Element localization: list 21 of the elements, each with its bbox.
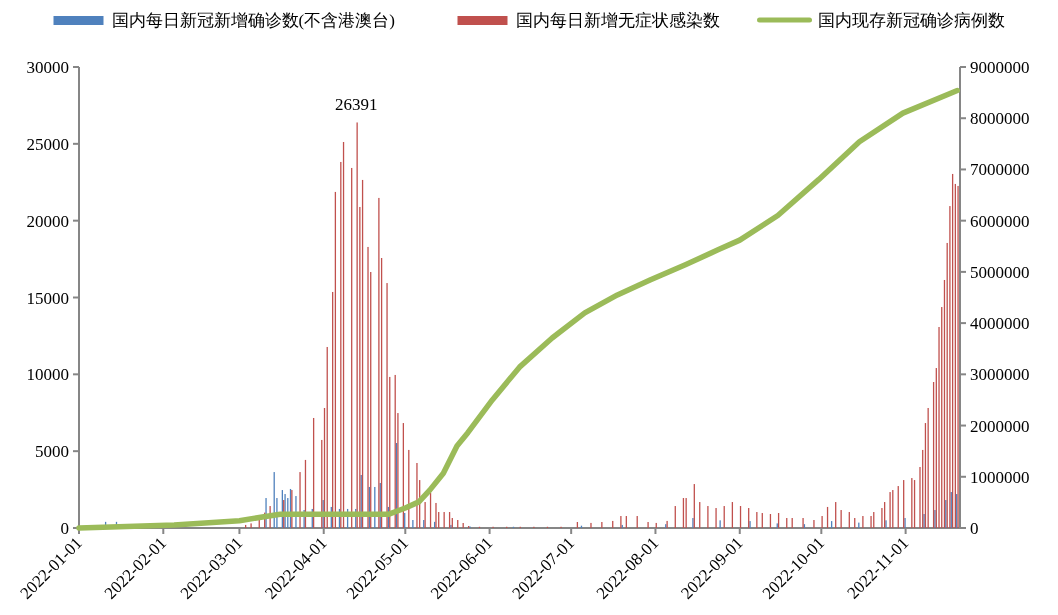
y2-tick-label: 6000000: [970, 211, 1030, 231]
y2-tick-label: 1000000: [970, 467, 1030, 487]
y2-tick-label: 8000000: [970, 109, 1030, 129]
legend-label: 国内每日新冠新增确诊数(不含港澳台): [111, 11, 395, 30]
y2-tick-label: 9000000: [970, 58, 1030, 77]
legend-label: 国内现存新冠确诊病例数: [817, 11, 1005, 30]
y2-tick-label: 7000000: [970, 160, 1030, 180]
legend-label: 国内每日新增无症状感染数: [515, 11, 720, 30]
y-tick-label: 10000: [26, 365, 69, 385]
y-tick-label: 15000: [26, 288, 69, 308]
y-tick-label: 25000: [26, 134, 69, 154]
y2-tick-label: 5000000: [970, 262, 1030, 282]
y2-tick-label: 3000000: [970, 365, 1030, 385]
y2-tick-label: 4000000: [970, 314, 1030, 334]
y-tick-label: 5000: [35, 442, 69, 462]
annotation: 26391: [335, 95, 378, 115]
y-tick-label: 30000: [26, 58, 69, 77]
y-tick-label: 0: [60, 519, 69, 538]
y2-tick-label: 2000000: [970, 416, 1030, 436]
y2-tick-label: 0: [970, 519, 979, 538]
y-tick-label: 20000: [26, 211, 69, 231]
